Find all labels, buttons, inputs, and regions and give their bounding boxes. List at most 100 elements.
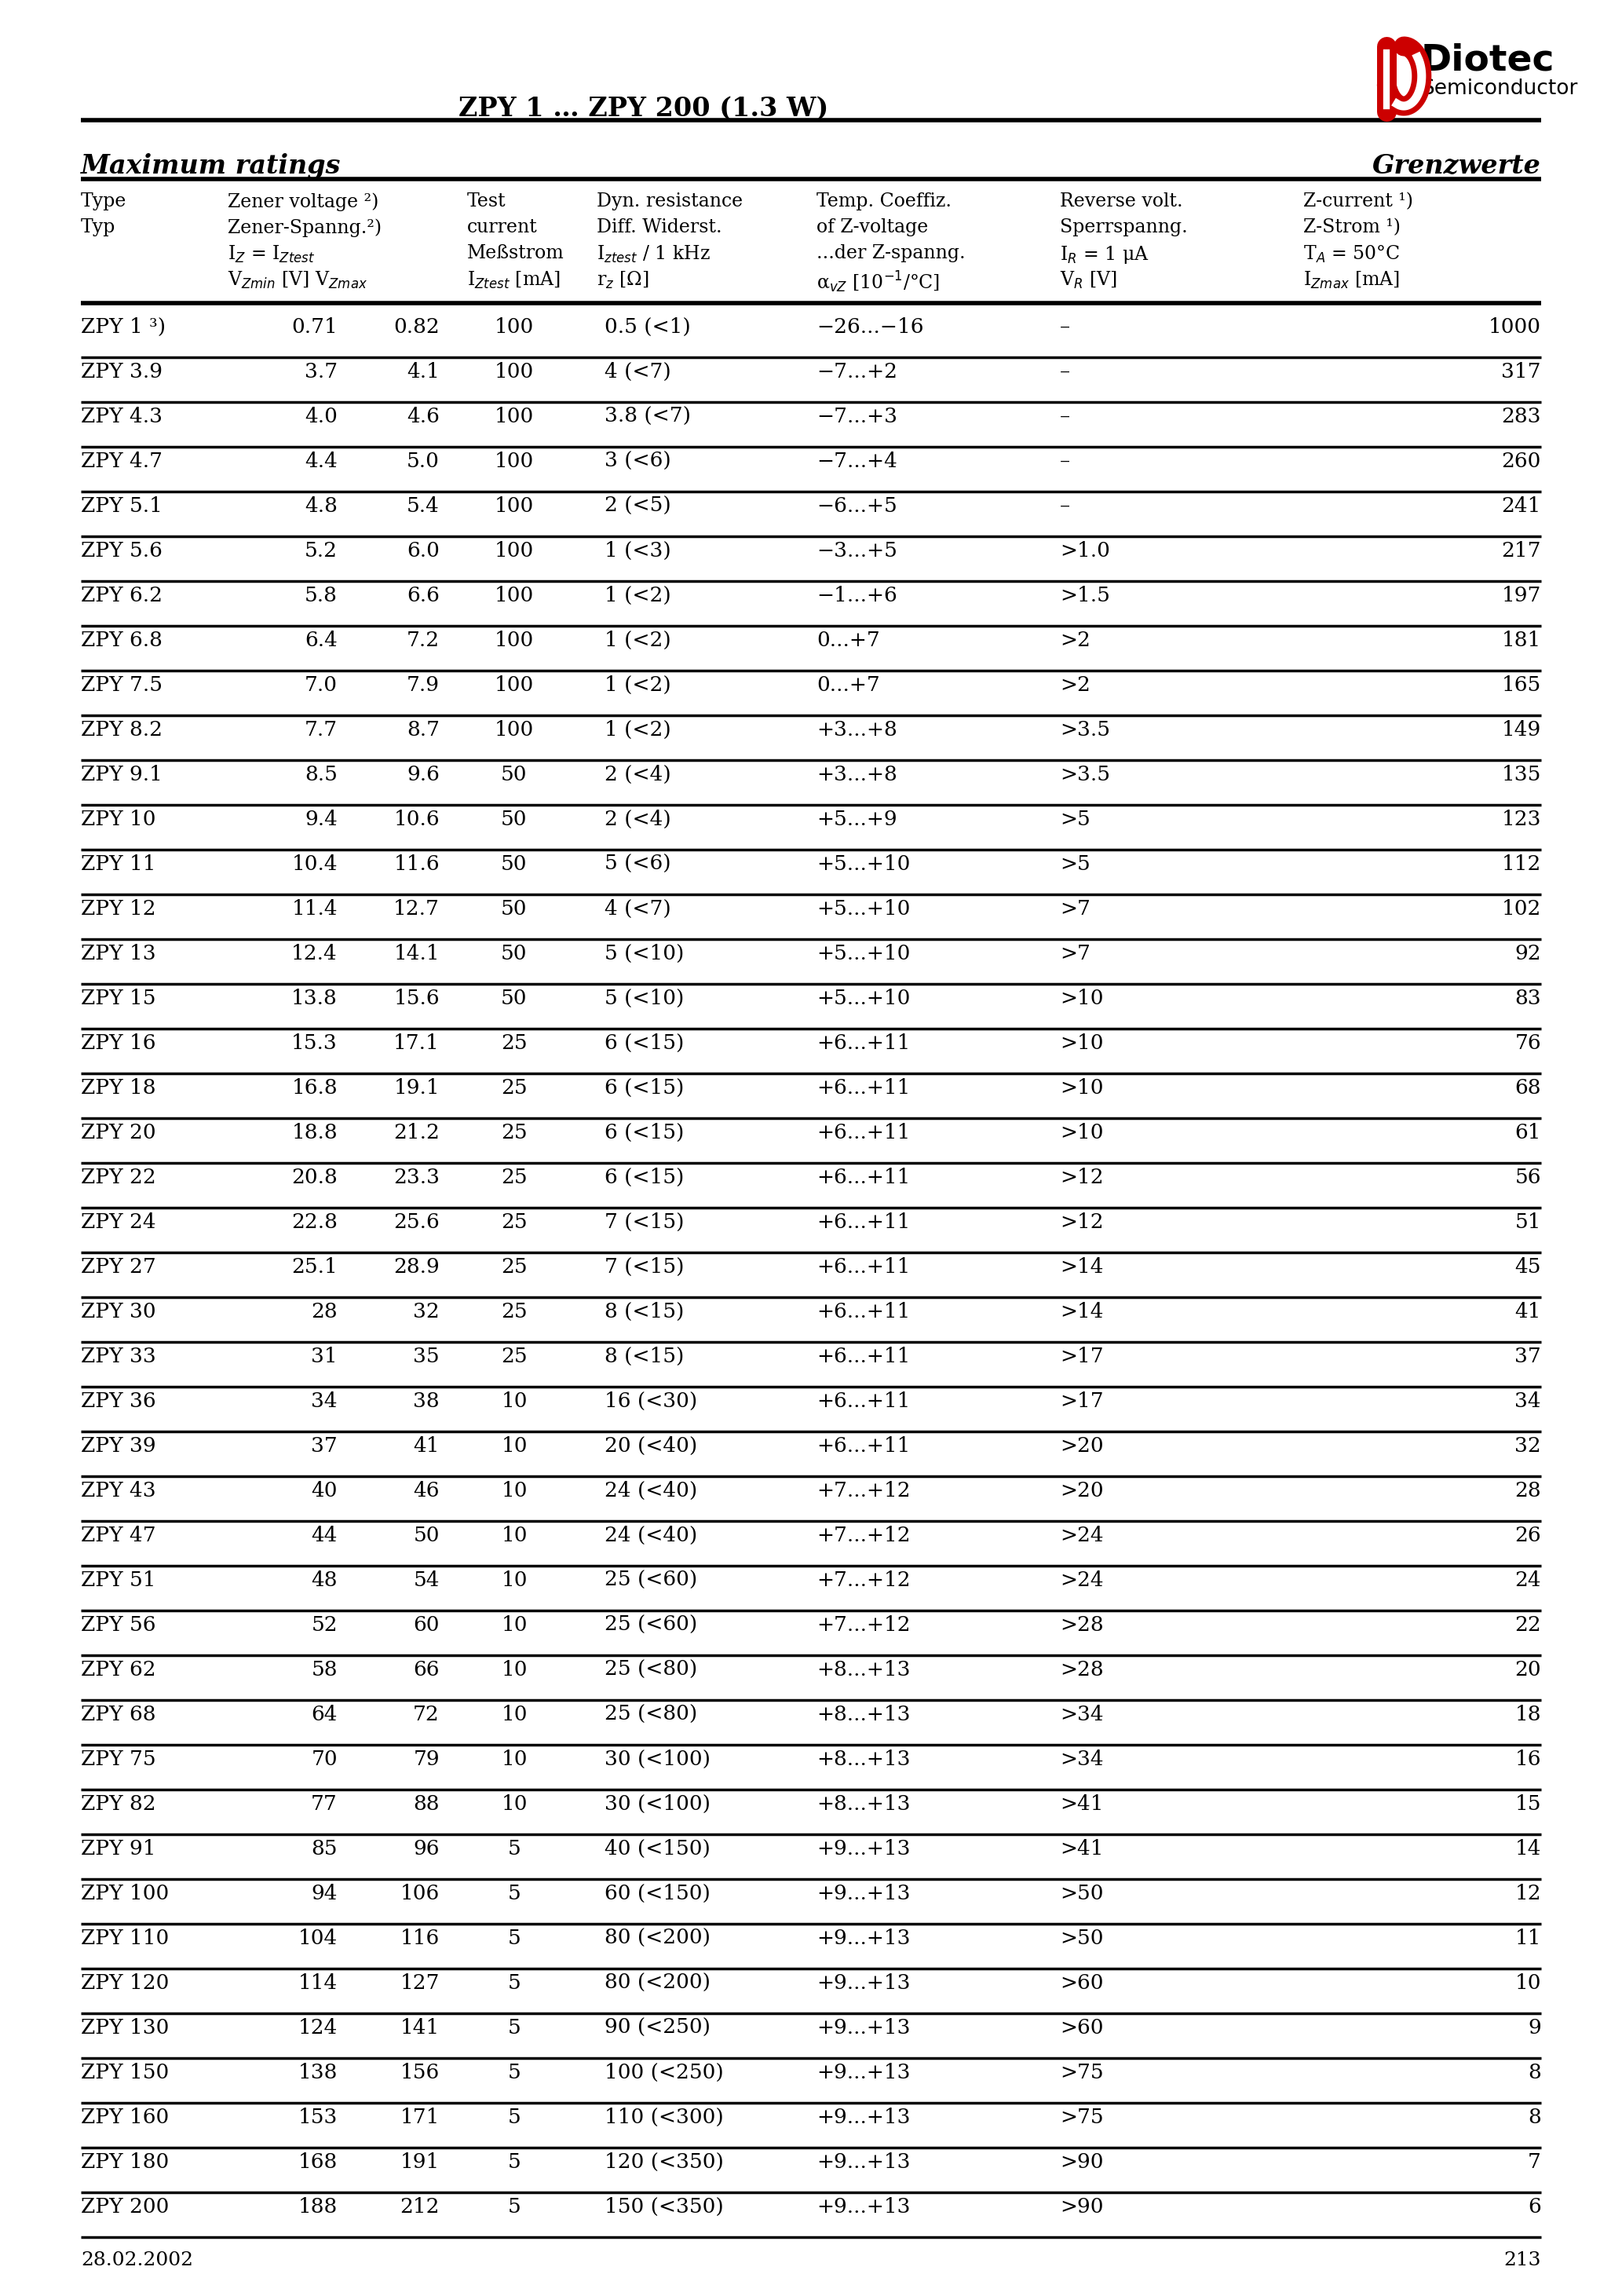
- Text: 10: 10: [501, 1614, 527, 1635]
- Text: 35: 35: [414, 1348, 440, 1366]
- Text: >50: >50: [1059, 1929, 1103, 1947]
- Text: +7...+12: +7...+12: [816, 1527, 910, 1545]
- Text: 16 (<30): 16 (<30): [605, 1391, 697, 1412]
- Text: 8: 8: [1528, 2062, 1541, 2082]
- Text: 76: 76: [1515, 1033, 1541, 1054]
- Text: +7...+12: +7...+12: [816, 1614, 910, 1635]
- Text: 22: 22: [1515, 1614, 1541, 1635]
- Text: 213: 213: [1504, 2252, 1541, 2268]
- Text: 0.82: 0.82: [394, 317, 440, 338]
- Text: 156: 156: [401, 2062, 440, 2082]
- Text: 110 (<300): 110 (<300): [605, 2108, 723, 2126]
- Text: 25.6: 25.6: [394, 1212, 440, 1233]
- Text: V$_{Zmin}$ [V] V$_{Zmax}$: V$_{Zmin}$ [V] V$_{Zmax}$: [227, 271, 368, 292]
- Text: 12.4: 12.4: [292, 944, 337, 964]
- Text: 5: 5: [508, 1839, 521, 1860]
- Text: >12: >12: [1059, 1212, 1103, 1233]
- Text: 5 (<10): 5 (<10): [605, 944, 684, 964]
- Text: 40: 40: [311, 1481, 337, 1502]
- Text: 88: 88: [414, 1793, 440, 1814]
- Text: +6...+11: +6...+11: [816, 1033, 910, 1054]
- Text: +9...+13: +9...+13: [816, 1972, 910, 1993]
- Text: ZPY 68: ZPY 68: [81, 1704, 156, 1724]
- Text: 37: 37: [311, 1437, 337, 1456]
- Text: >41: >41: [1059, 1793, 1103, 1814]
- Text: 100: 100: [495, 675, 534, 696]
- Text: 50: 50: [501, 900, 527, 918]
- Text: 188: 188: [298, 2197, 337, 2216]
- Text: I$_{Zmax}$ [mA]: I$_{Zmax}$ [mA]: [1302, 271, 1400, 292]
- Text: >14: >14: [1059, 1302, 1103, 1322]
- Text: 191: 191: [401, 2151, 440, 2172]
- Text: ZPY 10: ZPY 10: [81, 810, 156, 829]
- Text: 25: 25: [501, 1123, 527, 1143]
- Text: >34: >34: [1059, 1750, 1103, 1770]
- Text: 212: 212: [401, 2197, 440, 2216]
- Text: >2: >2: [1059, 631, 1090, 650]
- Text: 96: 96: [414, 1839, 440, 1860]
- Text: ZPY 15: ZPY 15: [81, 990, 156, 1008]
- Text: 11.4: 11.4: [292, 900, 337, 918]
- Text: 5: 5: [508, 2062, 521, 2082]
- Text: >12: >12: [1059, 1169, 1103, 1187]
- Text: 25: 25: [501, 1348, 527, 1366]
- Text: of Z-voltage: of Z-voltage: [816, 218, 928, 236]
- Text: 114: 114: [298, 1972, 337, 1993]
- Text: 1 (<3): 1 (<3): [605, 542, 672, 560]
- Text: 17.1: 17.1: [394, 1033, 440, 1054]
- Text: ZPY 62: ZPY 62: [81, 1660, 156, 1681]
- Text: 50: 50: [414, 1527, 440, 1545]
- Text: 116: 116: [401, 1929, 440, 1947]
- Text: 4.6: 4.6: [407, 406, 440, 427]
- Text: 8.5: 8.5: [305, 765, 337, 785]
- Text: ZPY 51: ZPY 51: [81, 1570, 156, 1591]
- Text: >3.5: >3.5: [1059, 721, 1109, 739]
- Text: 1 (<2): 1 (<2): [605, 631, 672, 650]
- Text: –: –: [1059, 452, 1071, 471]
- Text: >41: >41: [1059, 1839, 1103, 1860]
- Text: 100: 100: [495, 363, 534, 381]
- Text: >1.5: >1.5: [1059, 585, 1109, 606]
- Text: 4 (<7): 4 (<7): [605, 900, 672, 918]
- Text: ZPY 160: ZPY 160: [81, 2108, 169, 2126]
- Text: 38: 38: [414, 1391, 440, 1412]
- Text: 25.1: 25.1: [292, 1258, 337, 1277]
- Text: Grenzwerte: Grenzwerte: [1372, 154, 1541, 179]
- Text: 60: 60: [414, 1614, 440, 1635]
- Text: 1 (<2): 1 (<2): [605, 585, 672, 606]
- Text: 6 (<15): 6 (<15): [605, 1123, 684, 1143]
- Text: 46: 46: [414, 1481, 440, 1502]
- Text: 25: 25: [501, 1079, 527, 1097]
- Text: 22.8: 22.8: [292, 1212, 337, 1233]
- Text: 6 (<15): 6 (<15): [605, 1033, 684, 1054]
- Text: current: current: [467, 218, 537, 236]
- Text: Z-Strom ¹): Z-Strom ¹): [1302, 218, 1401, 236]
- Text: >17: >17: [1059, 1348, 1103, 1366]
- Text: 10: 10: [501, 1570, 527, 1591]
- Text: 77: 77: [311, 1793, 337, 1814]
- Text: ZPY 47: ZPY 47: [81, 1527, 156, 1545]
- Text: 24 (<40): 24 (<40): [605, 1481, 697, 1502]
- Text: 80 (<200): 80 (<200): [605, 1929, 710, 1947]
- Text: 25: 25: [501, 1212, 527, 1233]
- Text: >5: >5: [1059, 854, 1090, 875]
- Text: 80 (<200): 80 (<200): [605, 1972, 710, 1993]
- Text: 64: 64: [311, 1704, 337, 1724]
- Text: 6 (<15): 6 (<15): [605, 1169, 684, 1187]
- Text: –: –: [1059, 496, 1071, 517]
- Text: 90 (<250): 90 (<250): [605, 2018, 710, 2037]
- Text: Sperrspanng.: Sperrspanng.: [1059, 218, 1187, 236]
- Text: +5...+10: +5...+10: [816, 900, 910, 918]
- Text: >60: >60: [1059, 1972, 1103, 1993]
- Text: +6...+11: +6...+11: [816, 1348, 910, 1366]
- Text: 10: 10: [501, 1481, 527, 1502]
- Text: 100: 100: [495, 542, 534, 560]
- Text: >10: >10: [1059, 1079, 1103, 1097]
- Text: 2 (<5): 2 (<5): [605, 496, 672, 517]
- Text: +5...+10: +5...+10: [816, 944, 910, 964]
- Text: 7 (<15): 7 (<15): [605, 1212, 684, 1233]
- Text: 100 (<250): 100 (<250): [605, 2062, 723, 2082]
- Text: ZPY 110: ZPY 110: [81, 1929, 169, 1947]
- Text: 52: 52: [311, 1614, 337, 1635]
- Text: 4.1: 4.1: [407, 363, 440, 381]
